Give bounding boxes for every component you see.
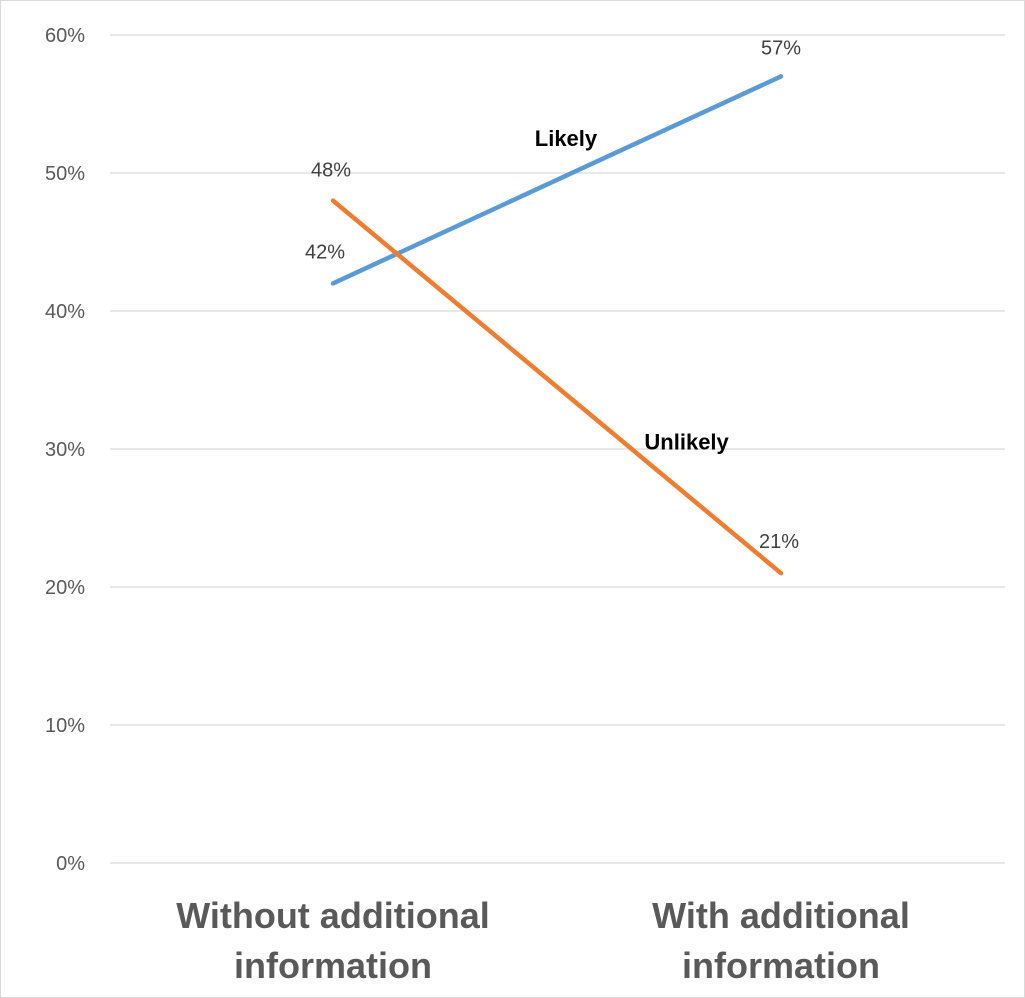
x-category-label-line: information bbox=[234, 945, 432, 986]
x-category-label: Without additional information bbox=[176, 895, 490, 986]
data-label: 48% bbox=[311, 160, 351, 182]
series-line-likely bbox=[330, 74, 784, 286]
y-tick-label: 20% bbox=[45, 577, 85, 599]
x-category-label-line: information bbox=[682, 945, 880, 986]
x-category-label-line: Without additional bbox=[176, 895, 490, 936]
series-label-unlikely: Unlikely bbox=[644, 429, 729, 454]
x-category-label: With additional information bbox=[652, 895, 910, 986]
y-axis-tick-labels: 0% 10% 20% 30% 40% 50% 60% bbox=[45, 25, 85, 875]
y-tick-label: 60% bbox=[45, 25, 85, 47]
gridlines bbox=[110, 34, 1005, 864]
series-line-unlikely bbox=[330, 198, 784, 576]
data-label: 57% bbox=[761, 37, 801, 59]
x-category-label-line: With additional bbox=[652, 895, 910, 936]
series-label-likely: Likely bbox=[535, 126, 598, 151]
data-label: 42% bbox=[305, 241, 345, 263]
y-tick-label: 40% bbox=[45, 301, 85, 323]
data-label: 21% bbox=[759, 531, 799, 553]
y-tick-label: 10% bbox=[45, 715, 85, 737]
y-tick-label: 30% bbox=[45, 439, 85, 461]
y-tick-label: 50% bbox=[45, 163, 85, 185]
y-tick-label: 0% bbox=[56, 853, 85, 875]
series-lines bbox=[330, 74, 784, 576]
data-labels: 42% 57% Likely 48% 21% Unlikely bbox=[305, 37, 801, 553]
